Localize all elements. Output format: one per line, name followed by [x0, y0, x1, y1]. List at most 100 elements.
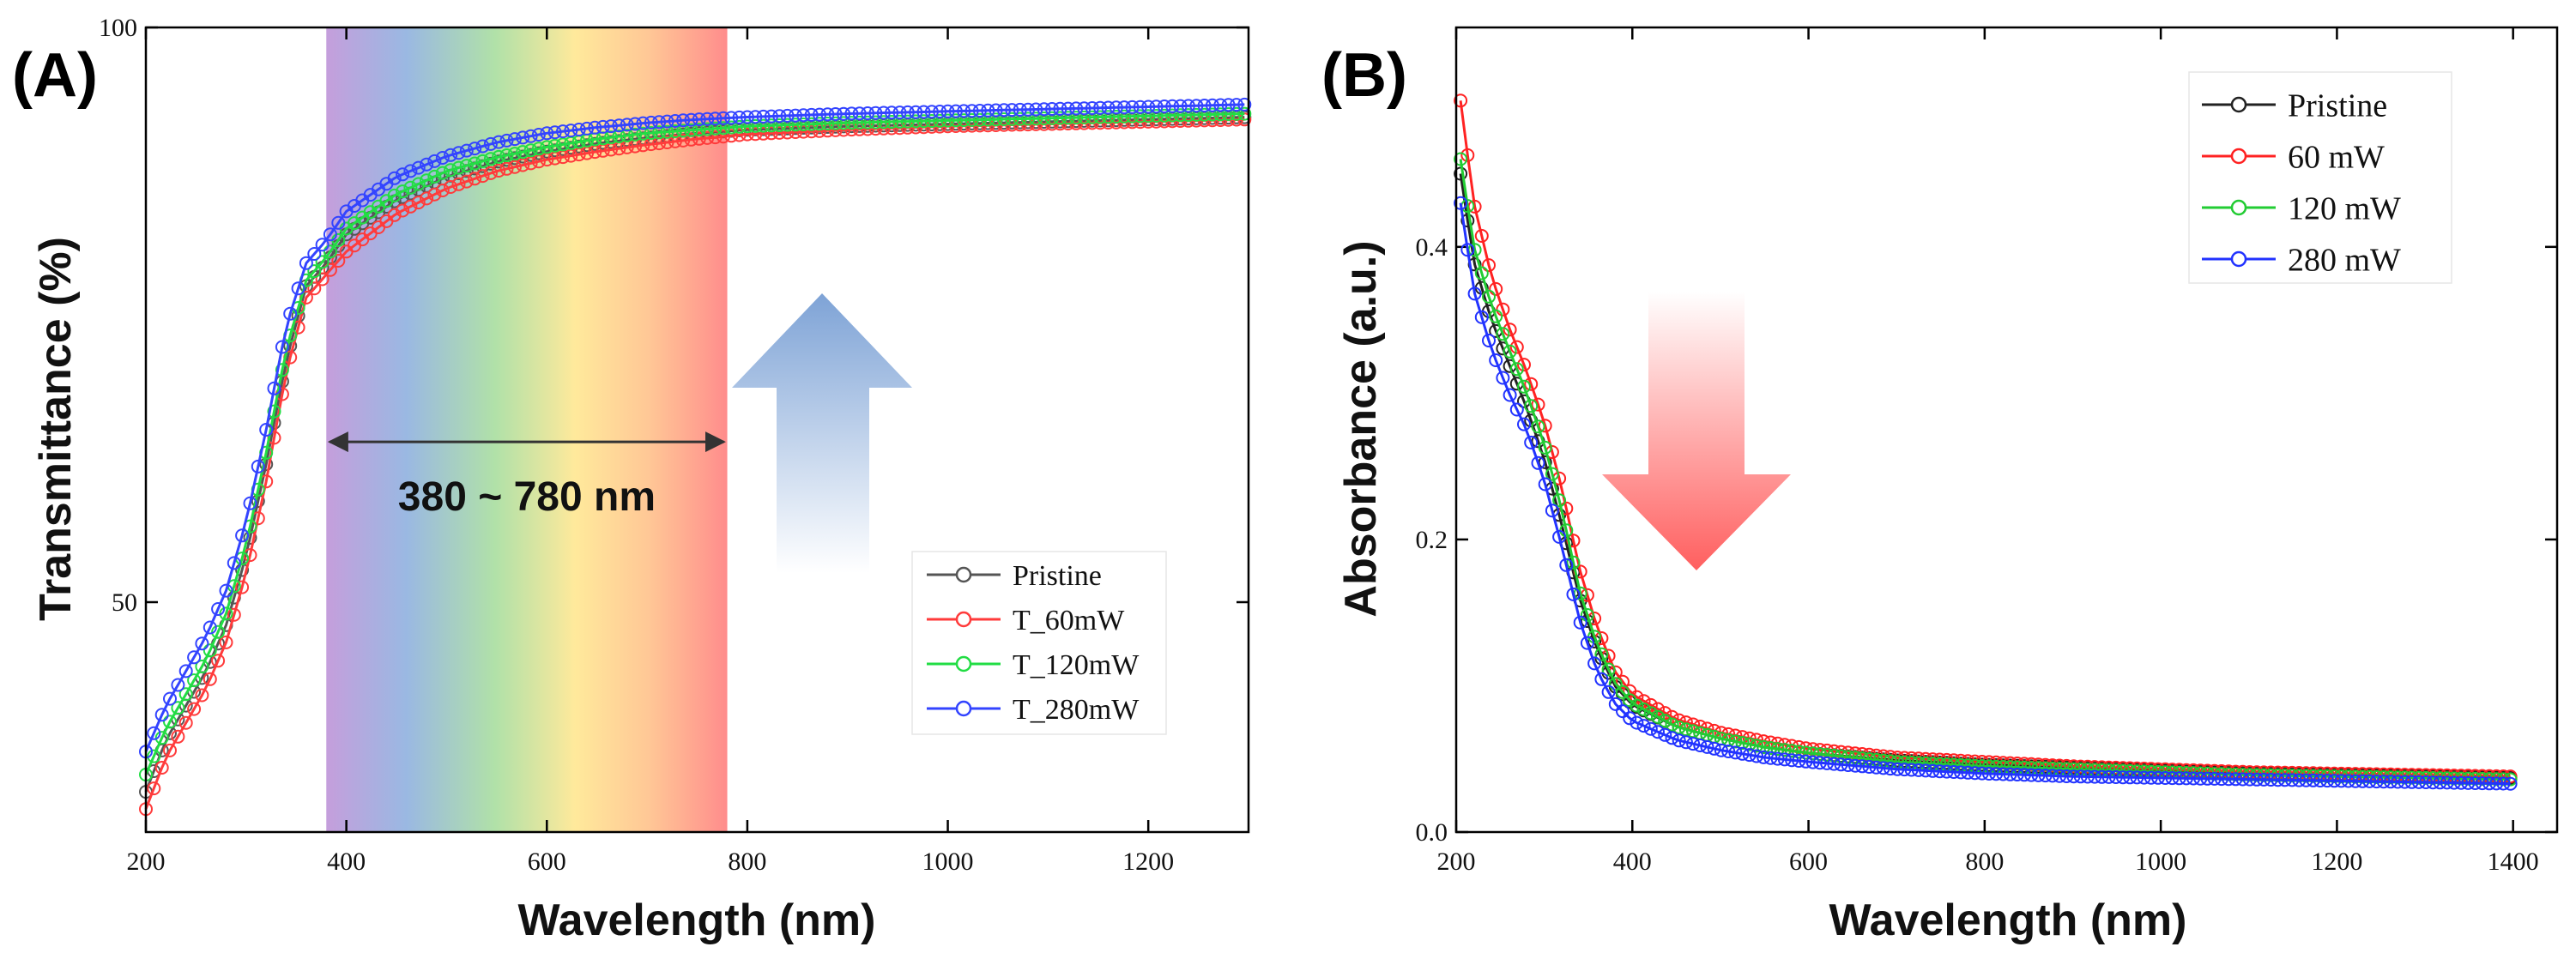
data-point: [1608, 677, 1623, 691]
series-line: [1459, 202, 2511, 786]
panel-a-label: (A): [12, 41, 98, 110]
data-point: [451, 177, 466, 191]
data-point: [219, 635, 233, 649]
data-point: [211, 602, 226, 616]
data-point: [331, 254, 346, 268]
data-point: [523, 156, 538, 171]
legend-label: Pristine: [2288, 87, 2387, 124]
data-point: [1509, 340, 1524, 354]
data-point: [492, 164, 506, 178]
series-t_280mw: [139, 97, 1252, 759]
data-point: [1503, 388, 1517, 402]
data-point: [154, 761, 169, 775]
data-point: [171, 701, 185, 715]
data-point: [195, 636, 209, 651]
data-point: [1552, 493, 1567, 508]
x-tick-label: 1400: [2488, 847, 2539, 876]
data-point: [403, 164, 418, 178]
data-point: [444, 148, 458, 162]
legend-marker: [2230, 250, 2247, 268]
data-point: [163, 715, 177, 729]
data-point: [323, 262, 337, 277]
data-point: [1665, 717, 1679, 732]
data-point: [1630, 698, 1644, 713]
data-point: [1545, 504, 1559, 518]
x-tick-label: 600: [528, 847, 566, 876]
data-point: [1531, 455, 1545, 470]
panel-b-label: (B): [1321, 41, 1407, 110]
panel-a-xlabel: Wavelength (nm): [518, 896, 876, 945]
data-point: [307, 281, 322, 296]
data-point: [147, 726, 161, 740]
legend-label: T_280mW: [1013, 694, 1140, 726]
data-point: [323, 244, 337, 259]
data-point: [331, 215, 346, 230]
data-point: [1474, 310, 1489, 324]
data-point: [403, 180, 418, 195]
data-point: [411, 160, 426, 175]
panel-b-ylabel: Absorbance (a.u.): [1336, 240, 1386, 617]
y-tick-label: 0.4: [1416, 233, 1448, 262]
data-point: [427, 154, 442, 168]
data-point: [1580, 636, 1594, 650]
data-point: [187, 702, 202, 716]
data-point: [187, 673, 202, 688]
data-point: [1658, 727, 1672, 742]
data-point: [171, 678, 185, 692]
data-point: [211, 654, 226, 668]
data-point: [1651, 725, 1665, 739]
panel-a-legend: Pristine T_60mW T_120mW T_280mW: [911, 551, 1167, 735]
data-point: [1531, 397, 1545, 412]
legend-marker: [2230, 148, 2247, 165]
decrease-arrow-icon: [1602, 292, 1791, 570]
data-point: [1630, 715, 1644, 730]
data-point: [420, 157, 434, 172]
data-point: [1489, 281, 1503, 296]
data-point: [1474, 266, 1489, 280]
data-point: [1658, 714, 1672, 728]
data-point: [203, 672, 217, 686]
legend-label: T_60mW: [1013, 605, 1125, 636]
x-tick-label: 600: [1789, 847, 1828, 876]
panel-a-ticks: 200 400 600 800 1000 1200 50 100: [99, 14, 1249, 876]
data-point: [483, 152, 498, 166]
data-point: [227, 607, 241, 622]
y-tick-label: 100: [99, 14, 137, 42]
y-tick-label: 50: [112, 588, 137, 617]
x-tick-label: 1200: [2311, 847, 2362, 876]
data-point: [459, 143, 474, 158]
data-point: [1693, 739, 1708, 752]
data-point: [291, 281, 305, 296]
panel-a-axes-frame: [144, 26, 1250, 834]
data-point: [219, 606, 233, 621]
data-point: [396, 167, 410, 182]
series-line: [1459, 159, 2511, 781]
x-tick-label: 400: [1613, 847, 1652, 876]
legend-marker: [955, 700, 972, 717]
data-point: [1580, 608, 1594, 622]
data-point: [1665, 731, 1679, 745]
data-point: [396, 203, 410, 218]
data-point: [178, 687, 193, 702]
data-point: [451, 146, 466, 160]
data-point: [420, 173, 434, 188]
data-point: [475, 154, 490, 168]
data-point: [235, 528, 250, 543]
panel-a-legend-box: [911, 551, 1167, 735]
data-point: [459, 159, 474, 173]
data-point: [315, 272, 330, 286]
data-point: [178, 715, 193, 730]
data-point: [1636, 703, 1651, 716]
data-point: [468, 172, 482, 186]
data-point: [1651, 702, 1665, 716]
data-point: [1524, 377, 1539, 391]
data-point: [1489, 309, 1503, 323]
data-point: [435, 184, 450, 197]
data-point: [307, 264, 322, 279]
data-point: [475, 139, 490, 154]
panel-b-axes-frame: [1454, 26, 2559, 834]
data-point: [219, 583, 233, 598]
panel-b-ticks: 200 400 600 800 1000 1200 1400 0.0 0.2 0.4: [1416, 27, 2557, 876]
